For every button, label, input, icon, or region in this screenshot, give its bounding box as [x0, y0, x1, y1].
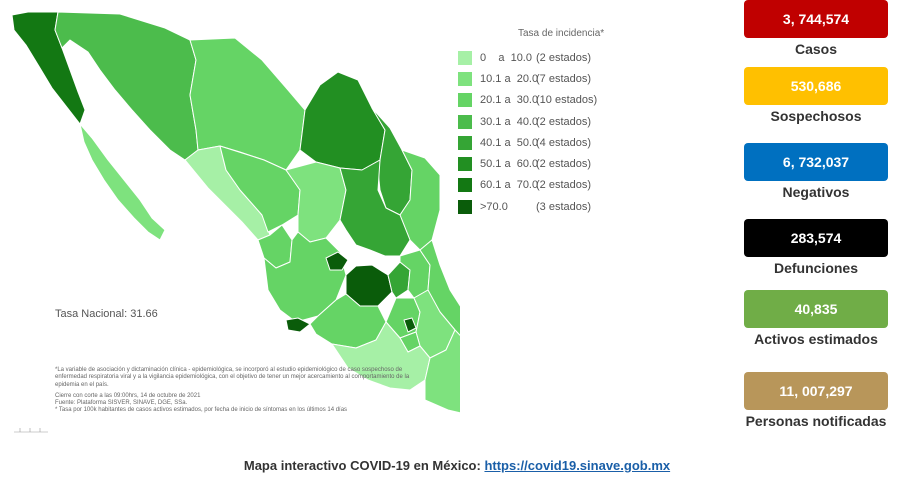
footnote-methodology: *La variable de asociación y dictaminaci…	[55, 367, 410, 388]
stat-value: 283,574	[744, 219, 888, 257]
legend-count: (7 estados)	[536, 72, 592, 85]
footer-text: Mapa interactivo COVID-19 en México:	[243, 458, 481, 473]
stat-label: Defunciones	[773, 260, 858, 276]
legend-count: (4 estados)	[536, 136, 592, 149]
footnotes: *La variable de asociación y dictaminaci…	[55, 367, 435, 419]
legend-swatch	[458, 178, 472, 193]
state-tamaulipas[interactable]	[399, 149, 441, 251]
national-rate: Tasa Nacional: 31.66	[55, 308, 158, 320]
stat-card: 283,574 Defunciones	[744, 219, 888, 277]
legend-item: 30.1 a 40.0 (2 estados)	[458, 111, 638, 132]
legend-range: >70.0	[480, 200, 508, 213]
state-guerrero[interactable]	[331, 321, 431, 391]
legend-range: 30.1 a 40.0	[480, 115, 539, 128]
stat-value: 530,686	[744, 67, 888, 105]
scale-decoration	[14, 428, 48, 433]
stat-label: Casos	[794, 41, 838, 57]
legend-range: 0 a 10.0	[480, 51, 532, 64]
legend-swatch	[458, 157, 472, 172]
state-aguascalientes[interactable]	[325, 251, 349, 271]
stat-value: 40,835	[744, 290, 888, 328]
state-jalisco[interactable]	[263, 231, 347, 323]
stat-card: 530,686 Sospechosos	[744, 67, 888, 125]
legend-count: (2 estados)	[536, 179, 592, 192]
footnote-source: Cierre con corte a las 09:00hrs, 14 de o…	[55, 392, 348, 414]
state-oaxaca[interactable]	[424, 329, 460, 415]
legend-title: Tasa de incidencia*	[518, 28, 605, 39]
legend-item: 60.1 a 70.0 (2 estados)	[458, 175, 638, 196]
legend-swatch	[458, 71, 472, 86]
state-cdmx[interactable]	[403, 317, 417, 333]
legend-swatch	[458, 114, 472, 129]
state-san-luis-potosi[interactable]	[339, 159, 411, 257]
legend-range: 20.1 a 30.0	[480, 94, 539, 107]
legend-item: 40.1 a 50.0 (4 estados)	[458, 132, 638, 153]
state-colima[interactable]	[285, 317, 311, 333]
legend-count: (2 estados)	[536, 51, 592, 64]
legend-swatch	[458, 199, 472, 214]
legend-swatch	[458, 135, 472, 150]
footer-link[interactable]: https://covid19.sinave.gob.mx	[484, 458, 671, 473]
stat-value: 11, 007,297	[744, 372, 888, 410]
stat-label: Personas notificadas	[745, 413, 887, 429]
state-baja-california-sur[interactable]	[79, 123, 166, 241]
incidence-legend: Tasa de incidencia* 0 a 10.0 (2 estados) 1…	[458, 28, 638, 217]
legend-item: 0 a 10.0 (2 estados)	[458, 47, 638, 68]
stat-label: Negativos	[782, 184, 850, 200]
state-sonora[interactable]	[54, 11, 199, 161]
stat-card: 3, 744,574 Casos	[744, 0, 888, 58]
stat-card: 40,835 Activos estimados	[744, 290, 888, 348]
legend-swatch	[458, 93, 472, 108]
legend-count: (3 estados)	[536, 200, 592, 213]
mexico-map	[11, 11, 460, 433]
stat-value: 3, 744,574	[744, 0, 888, 38]
stat-value: 6, 732,037	[744, 143, 888, 181]
legend-count: (2 estados)	[536, 158, 592, 171]
stat-card: 6, 732,037 Negativos	[744, 143, 888, 201]
footer: Mapa interactivo COVID-19 en México: htt…	[0, 458, 914, 473]
legend-swatch	[458, 50, 472, 65]
stat-card: 11, 007,297 Personas notificadas	[744, 372, 888, 430]
legend-item: 10.1 a 20.0 (7 estados)	[458, 68, 638, 89]
stat-label: Activos estimados	[754, 331, 878, 347]
legend-count: (10 estados)	[536, 94, 598, 107]
state-michoacan[interactable]	[309, 293, 387, 349]
legend-count: (2 estados)	[536, 115, 592, 128]
legend-item: >70.0 (3 estados)	[458, 196, 638, 217]
legend-range: 60.1 a 70.0	[480, 179, 539, 192]
legend-range: 40.1 a 50.0	[480, 136, 539, 149]
stat-label: Sospechosos	[770, 108, 862, 124]
state-coahuila[interactable]	[299, 71, 386, 171]
legend-range: 50.1 a 60.0	[480, 158, 539, 171]
legend-range: 10.1 a 20.0	[480, 72, 539, 85]
legend-item: 50.1 a 60.0 (2 estados)	[458, 153, 638, 174]
legend-item: 20.1 a 30.0 (10 estados)	[458, 90, 638, 111]
